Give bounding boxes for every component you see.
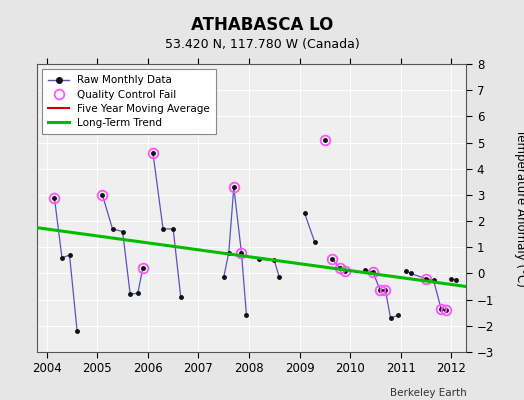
Legend: Raw Monthly Data, Quality Control Fail, Five Year Moving Average, Long-Term Tren: Raw Monthly Data, Quality Control Fail, … (42, 69, 216, 134)
Text: ATHABASCA LO: ATHABASCA LO (191, 16, 333, 34)
Text: Berkeley Earth: Berkeley Earth (390, 388, 466, 398)
Y-axis label: Temperature Anomaly (°C): Temperature Anomaly (°C) (514, 129, 524, 287)
Text: 53.420 N, 117.780 W (Canada): 53.420 N, 117.780 W (Canada) (165, 38, 359, 51)
